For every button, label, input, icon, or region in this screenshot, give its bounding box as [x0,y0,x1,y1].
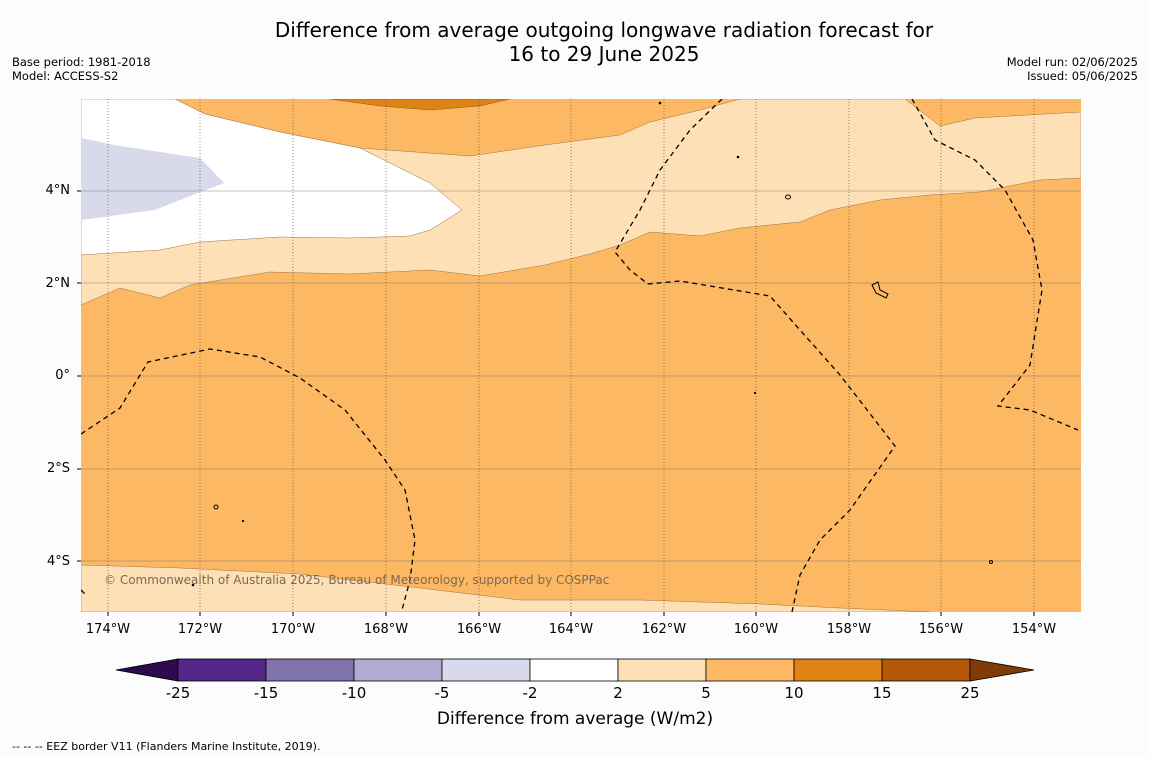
colorbar-label: Difference from average (W/m2) [436,709,714,729]
colorbar-segment [353,658,443,682]
copyright-notice: © Commonwealth of Australia 2025, Bureau… [104,573,610,587]
model-run: Model run: 02/06/2025 [1006,55,1138,69]
lat-label-2n: 2°N [45,276,71,291]
lat-label-2s: 2°S [46,461,70,476]
lat-label-0: 0° [55,368,70,383]
eez-footnote: -- -- -- EEZ border V11 (Flanders Marine… [12,740,321,753]
colorbar-segment [881,658,971,682]
islands [191,101,993,587]
anomaly-neg-2-5-region [81,138,224,220]
colorbar-segment [617,658,707,682]
island [785,194,791,200]
anomaly-neutral-region [81,99,463,256]
lon-label-168w: 168°W [363,622,409,637]
lon-label-158w: 158°W [826,622,872,637]
island [871,281,889,299]
issued-date: Issued: 05/06/2025 [1027,69,1138,83]
title-line-2: 16 to 29 June 2025 [508,42,700,66]
colorbar-tick: 5 [701,684,711,702]
colorbar-tick: -10 [341,684,367,702]
colorbar-segment [265,658,355,682]
colorbar-extend-low [115,658,179,682]
colorbar-tick: 15 [872,684,892,702]
lon-label-162w: 162°W [641,622,687,637]
lon-label-170w: 170°W [270,622,316,637]
colorbar-tick: -25 [165,684,191,702]
island [213,504,219,510]
lon-label-174w: 174°W [85,622,131,637]
anomaly-10-15-region [329,99,511,111]
lat-label-4s: 4°S [46,554,70,569]
lon-label-160w: 160°W [733,622,779,637]
colorbar-segment [793,658,883,682]
colorbar-tick: -2 [522,684,538,702]
colorbar-tick: -15 [253,684,279,702]
lon-label-154w: 154°W [1011,622,1057,637]
lon-label-172w: 172°W [177,622,223,637]
title-line-1: Difference from average outgoing longwav… [274,18,934,42]
map-area [81,99,1081,612]
model-name: Model: ACCESS-S2 [12,69,119,83]
lat-gridlines [81,190,1081,562]
colorbar-segment [529,658,619,682]
lon-label-166w: 166°W [456,622,502,637]
lat-label-4n: 4°N [45,183,71,198]
meta-right: Model run: 02/06/2025 Issued: 05/06/2025 [1007,55,1138,83]
colorbar-segment [177,658,267,682]
colorbar-tick: -5 [434,684,450,702]
lon-label-164w: 164°W [548,622,594,637]
colorbar-extend-high [969,658,1035,682]
colorbar-segment [705,658,795,682]
base-period: Base period: 1981-2018 [12,55,151,69]
axis-ticks [77,190,1035,616]
map-title: Difference from average outgoing longwav… [200,18,1008,66]
colorbar-tick: 10 [784,684,804,702]
eez-borders [81,99,1079,612]
island [989,560,993,564]
colorbar-segment [441,658,531,682]
colorbar-tick: 25 [960,684,980,702]
meta-left: Base period: 1981-2018 Model: ACCESS-S2 [12,55,151,83]
colorbar-tick: 2 [613,684,623,702]
colorbar [115,658,1035,682]
lon-label-156w: 156°W [918,622,964,637]
